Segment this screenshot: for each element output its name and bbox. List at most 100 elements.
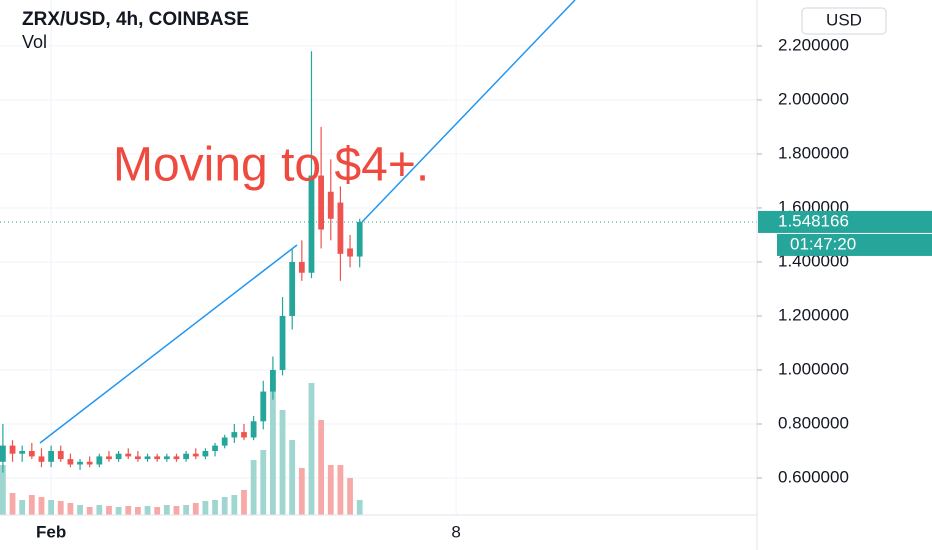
candle-body [77,461,83,465]
y-tick-label: 1.400000 [778,251,849,270]
volume-bar [241,490,247,515]
volume-bar [308,383,315,515]
candle-body [173,456,180,460]
candle-body [144,456,151,460]
volume-layer [0,380,363,515]
candle-body [96,456,103,465]
volume-bar [173,506,180,515]
volume-bar [318,420,325,515]
volume-bar [298,468,305,515]
volume-bar [212,500,218,515]
y-tick-label: 1.200000 [778,305,849,324]
candle-body [356,221,363,257]
volume-bar [221,497,228,515]
volume-bar [9,493,16,515]
currency-button[interactable] [801,7,887,35]
volume-bar [289,440,296,515]
candle-body [19,450,26,454]
trend-line [361,0,576,223]
candle-body [308,175,315,273]
candle-body [250,421,257,438]
volume-bar [67,503,74,515]
candle-body [38,456,45,462]
candle-layer [0,51,363,473]
x-tick-label: Feb [36,522,66,541]
subtitle: Vol [22,32,47,52]
volume-bar [260,450,267,515]
volume-bar [0,465,6,515]
candle-body [327,191,334,219]
volume-bar [250,460,257,515]
volume-bar [96,505,103,515]
price-axis: 0.600000 0.800000 1.000000 1.200000 1.400000… [36,35,932,541]
annotation: Moving to $4+. [113,139,429,192]
y-tick-label: 2.200000 [778,35,849,54]
volume-bar [202,501,209,515]
y-tick-label: 1.000000 [778,359,849,378]
candle-body [289,261,296,316]
volume-bar [57,501,64,515]
countdown-box [777,233,932,256]
candle-body [86,461,93,465]
candle-body [241,432,247,438]
volume-bar [28,495,35,515]
volume-bar [135,507,141,515]
candle-body [337,202,344,254]
volume-bar [356,500,363,515]
volume-bar [77,505,83,515]
volume-bar [115,507,122,515]
candle-body [347,248,353,257]
candle-body [202,450,209,457]
volume-bar [48,500,55,515]
volume-bar [192,503,199,515]
volume-bar [183,505,190,515]
volume-bar [231,495,238,515]
candle-body [135,456,141,460]
volume-bar [270,380,276,515]
candle-body [0,445,6,462]
last-price-box [758,210,932,233]
y-tick-label: 0.800000 [778,413,849,432]
candle-body [67,459,74,465]
candle-body [183,453,190,460]
volume-bar [279,410,286,515]
volume-bar [347,478,353,515]
candle-body [279,315,286,370]
y-tick-label: 0.600000 [778,467,849,486]
volume-bar [144,506,151,515]
candle-body [212,445,218,451]
candle-body [28,450,35,457]
candle-body [221,437,228,446]
volume-bar [327,465,334,515]
candle-body [270,369,276,392]
volume-bar [154,507,161,515]
volume-bar [38,497,45,515]
candle-body [9,445,16,454]
y-tick-label: 2.000000 [778,89,849,108]
candle-body [318,175,325,230]
volume-bar [337,465,344,515]
currency-label: USD [826,10,862,29]
chart-title: ZRX/USD, 4h, COINBASE [22,9,249,30]
candle-body [298,261,305,273]
candle-body [163,456,170,460]
last-price-label: 1.548166 [778,211,849,230]
candle-body [106,456,112,460]
candle-body [57,450,64,460]
volume-bar [106,506,112,515]
grid [0,0,757,515]
candle-body [154,456,161,460]
y-tick-label: 1.800000 [778,143,849,162]
candle-body [192,453,199,457]
trend-line [39,244,298,444]
candle-body [115,453,122,460]
candle-body [260,391,267,422]
candle-body [231,432,238,438]
x-tick-label: 8 [451,522,460,541]
candle-body [48,450,55,462]
volume-bar [19,500,26,515]
countdown-label: 01:47:20 [790,234,856,253]
volume-bar [125,506,132,515]
volume-bar [163,505,170,515]
